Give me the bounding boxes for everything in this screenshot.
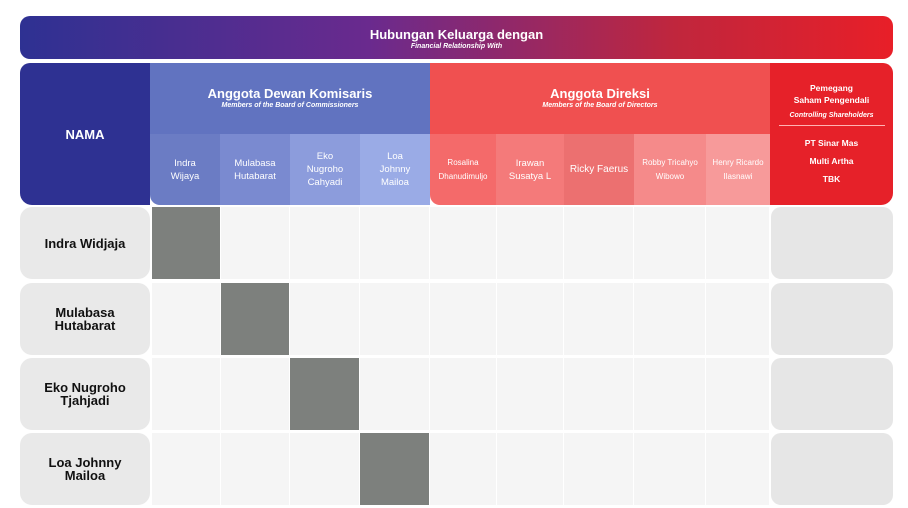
table-subtitle: Financial Relationship With	[410, 43, 503, 50]
relationship-cell	[634, 433, 705, 505]
relationship-mark-cell	[221, 283, 289, 355]
relationship-cell	[497, 433, 563, 505]
shareholders-divider	[778, 125, 885, 126]
commissioners-group-header: Anggota Dewan Komisaris Members of the B…	[150, 63, 430, 134]
shareholder-cell	[771, 358, 893, 430]
relationship-cell	[290, 283, 359, 355]
shareholders-title: Pemegang Saham Pengendali	[793, 83, 870, 105]
relationship-cell	[360, 358, 429, 430]
director-name: Ricky Faerus	[569, 163, 629, 175]
relationship-cell	[634, 283, 705, 355]
commissioner-name: Mulabasa Hutabarat	[234, 157, 276, 182]
director-name: Rosalina Dhanudimuljo	[438, 157, 488, 181]
relationship-cell	[152, 283, 220, 355]
relationship-cell	[706, 358, 769, 430]
relationship-cell	[634, 358, 705, 430]
commissioner-name: Indra Wijaya	[170, 157, 200, 182]
relationship-cell	[564, 433, 633, 505]
relationship-cell	[497, 283, 563, 355]
relationship-cell	[564, 207, 633, 279]
shareholder-cell	[771, 433, 893, 505]
commissioners-title: Anggota Dewan Komisaris	[207, 86, 373, 101]
relationship-cell	[221, 207, 289, 279]
relationship-cell	[290, 433, 359, 505]
commissioner-name: Loa Johnny Mailoa	[379, 151, 411, 188]
director-name: Irawan Susatya L	[508, 157, 552, 182]
commissioner-header-indra: Indra Wijaya	[150, 134, 220, 205]
relationship-cell	[634, 207, 705, 279]
table-title-bar: Hubungan Keluarga dengan Financial Relat…	[20, 16, 893, 59]
row-name: Eko Nugroho Tjahjadi	[44, 380, 126, 408]
relationship-cell	[152, 358, 220, 430]
relationship-mark-cell	[152, 207, 220, 279]
relationship-cell	[430, 358, 496, 430]
directors-subtitle: Members of the Board of Directors	[542, 102, 658, 109]
row-name: Indra Widjaja	[44, 235, 126, 251]
director-name: Robby Tricahyo Wibowo	[642, 157, 698, 181]
director-header-robby: Robby Tricahyo Wibowo	[634, 134, 706, 205]
shareholder-name-line: TBK	[822, 174, 841, 184]
commissioner-header-eko: Eko Nugroho Cahyadi	[290, 134, 360, 205]
relationship-cell	[706, 207, 769, 279]
relationship-cell	[152, 433, 220, 505]
row-label: Indra Widjaja	[20, 207, 150, 279]
director-header-irawan: Irawan Susatya L	[496, 134, 564, 205]
relationship-cell	[430, 433, 496, 505]
director-header-ricky: Ricky Faerus	[564, 134, 634, 205]
relationship-cell	[290, 207, 359, 279]
relationship-cell	[221, 433, 289, 505]
commissioner-header-loa: Loa Johnny Mailoa	[360, 134, 430, 205]
director-header-henry: Henry Ricardo Ilasnawi	[706, 134, 770, 205]
shareholder-cell	[771, 207, 893, 279]
row-label: Mulabasa Hutabarat	[20, 283, 150, 355]
directors-title: Anggota Direksi	[550, 86, 650, 101]
shareholder-name-line: PT Sinar Mas	[804, 138, 859, 148]
relationship-cell	[430, 283, 496, 355]
relationship-cell	[497, 358, 563, 430]
row-name: Mulabasa Hutabarat	[54, 305, 116, 333]
table-title: Hubungan Keluarga dengan	[369, 27, 544, 42]
director-name: Henry Ricardo Ilasnawi	[712, 157, 764, 181]
directors-group-header: Anggota Direksi Members of the Board of …	[430, 63, 770, 134]
shareholders-column-header: Pemegang Saham Pengendali Controlling Sh…	[770, 63, 893, 205]
shareholder-cell	[771, 283, 893, 355]
nama-column-header: NAMA	[20, 63, 150, 205]
row-label: Eko Nugroho Tjahjadi	[20, 358, 150, 430]
shareholder-name-line: Multi Artha	[809, 156, 854, 166]
relationship-cell	[497, 207, 563, 279]
relationship-cell	[706, 283, 769, 355]
shareholder-name: PT Sinar Mas Multi Artha TBK	[770, 134, 893, 188]
relationship-cell	[360, 283, 429, 355]
shareholders-subtitle: Controlling Shareholders	[789, 112, 874, 119]
relationship-mark-cell	[360, 433, 429, 505]
row-label: Loa Johnny Mailoa	[20, 433, 150, 505]
relationship-cell	[564, 358, 633, 430]
relationship-mark-cell	[290, 358, 359, 430]
commissioner-header-mulabasa: Mulabasa Hutabarat	[220, 134, 290, 205]
commissioners-subtitle: Members of the Board of Commissioners	[221, 102, 359, 109]
row-name: Loa Johnny Mailoa	[48, 455, 122, 483]
relationship-cell	[360, 207, 429, 279]
relationship-cell	[221, 358, 289, 430]
relationship-cell	[564, 283, 633, 355]
relationship-cell	[430, 207, 496, 279]
director-header-rosalina: Rosalina Dhanudimuljo	[430, 134, 496, 205]
commissioner-name: Eko Nugroho Cahyadi	[306, 151, 344, 188]
relationship-cell	[706, 433, 769, 505]
